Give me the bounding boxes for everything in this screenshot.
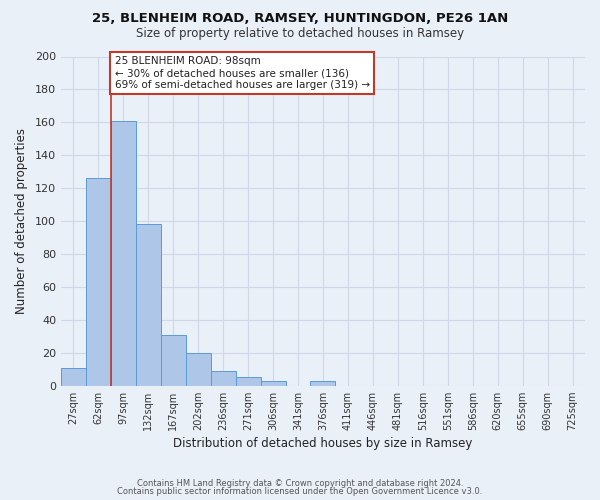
Text: Contains HM Land Registry data © Crown copyright and database right 2024.: Contains HM Land Registry data © Crown c… bbox=[137, 478, 463, 488]
Bar bbox=[86, 178, 111, 386]
Bar bbox=[136, 224, 161, 386]
Bar bbox=[186, 353, 211, 386]
Text: 25 BLENHEIM ROAD: 98sqm
← 30% of detached houses are smaller (136)
69% of semi-d: 25 BLENHEIM ROAD: 98sqm ← 30% of detache… bbox=[115, 56, 370, 90]
X-axis label: Distribution of detached houses by size in Ramsey: Distribution of detached houses by size … bbox=[173, 437, 473, 450]
Y-axis label: Number of detached properties: Number of detached properties bbox=[15, 128, 28, 314]
Bar bbox=[111, 120, 136, 386]
Text: 25, BLENHEIM ROAD, RAMSEY, HUNTINGDON, PE26 1AN: 25, BLENHEIM ROAD, RAMSEY, HUNTINGDON, P… bbox=[92, 12, 508, 26]
Bar bbox=[61, 368, 86, 386]
Text: Contains public sector information licensed under the Open Government Licence v3: Contains public sector information licen… bbox=[118, 487, 482, 496]
Bar bbox=[260, 381, 286, 386]
Bar bbox=[236, 378, 260, 386]
Bar bbox=[211, 371, 236, 386]
Bar bbox=[161, 334, 186, 386]
Bar bbox=[310, 381, 335, 386]
Text: Size of property relative to detached houses in Ramsey: Size of property relative to detached ho… bbox=[136, 28, 464, 40]
